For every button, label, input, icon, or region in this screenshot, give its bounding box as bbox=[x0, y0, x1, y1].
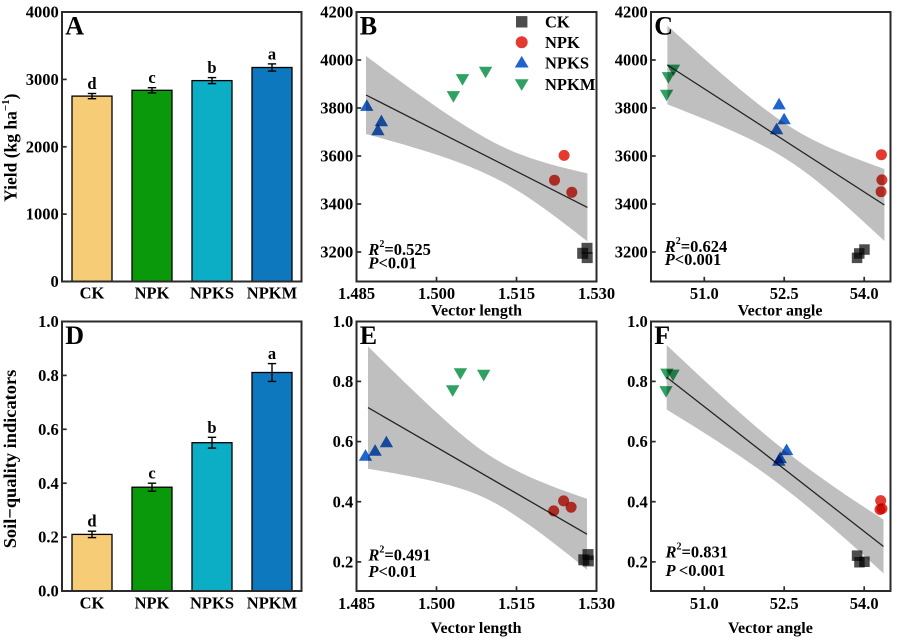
svg-text:1.0: 1.0 bbox=[627, 312, 648, 331]
svg-text:b: b bbox=[207, 58, 216, 77]
svg-text:P<0.001: P<0.001 bbox=[664, 250, 722, 269]
svg-text:P <0.001: P <0.001 bbox=[665, 561, 726, 580]
svg-text:CK: CK bbox=[545, 13, 570, 32]
svg-text:C: C bbox=[654, 11, 673, 40]
svg-text:NPKM: NPKM bbox=[545, 75, 596, 94]
svg-text:P<0.01: P<0.01 bbox=[367, 253, 416, 272]
svg-text:R2=0.624: R2=0.624 bbox=[664, 236, 728, 256]
svg-text:0.4: 0.4 bbox=[333, 492, 354, 511]
svg-text:1.515: 1.515 bbox=[498, 284, 535, 303]
svg-text:52.5: 52.5 bbox=[770, 594, 799, 613]
svg-text:c: c bbox=[148, 464, 155, 483]
svg-text:1.0: 1.0 bbox=[38, 312, 59, 331]
svg-text:3400: 3400 bbox=[320, 195, 353, 214]
svg-text:Vector angle: Vector angle bbox=[728, 620, 813, 637]
svg-text:1000: 1000 bbox=[26, 205, 59, 224]
svg-text:0.6: 0.6 bbox=[38, 420, 59, 439]
svg-text:1.530: 1.530 bbox=[578, 594, 615, 613]
svg-text:D: D bbox=[65, 321, 84, 350]
svg-text:CK: CK bbox=[80, 284, 105, 303]
svg-text:NPKM: NPKM bbox=[247, 594, 298, 613]
svg-text:3200: 3200 bbox=[615, 243, 648, 262]
svg-text:4000: 4000 bbox=[26, 3, 59, 22]
svg-text:0.2: 0.2 bbox=[38, 528, 59, 547]
svg-text:51.0: 51.0 bbox=[690, 594, 719, 613]
svg-text:Vector length: Vector length bbox=[430, 620, 521, 637]
svg-text:0.4: 0.4 bbox=[38, 474, 59, 493]
svg-text:4200: 4200 bbox=[320, 3, 353, 22]
svg-text:CK: CK bbox=[80, 594, 105, 613]
svg-text:0: 0 bbox=[51, 272, 59, 291]
svg-text:NPKM: NPKM bbox=[247, 284, 298, 303]
svg-text:3800: 3800 bbox=[615, 99, 648, 118]
svg-text:0.8: 0.8 bbox=[333, 372, 354, 391]
svg-text:54.0: 54.0 bbox=[850, 284, 879, 303]
svg-text:c: c bbox=[148, 68, 155, 87]
svg-text:A: A bbox=[65, 11, 84, 40]
svg-text:0.8: 0.8 bbox=[627, 372, 648, 391]
svg-text:NPK: NPK bbox=[135, 284, 170, 303]
svg-text:R2=0.491: R2=0.491 bbox=[367, 545, 431, 565]
svg-text:Vector length: Vector length bbox=[431, 302, 522, 319]
svg-text:d: d bbox=[87, 512, 96, 531]
svg-text:3400: 3400 bbox=[615, 195, 648, 214]
svg-text:52.5: 52.5 bbox=[770, 284, 799, 303]
svg-text:R2=0.525: R2=0.525 bbox=[367, 239, 431, 259]
svg-text:NPKS: NPKS bbox=[190, 284, 234, 303]
svg-text:NPKS: NPKS bbox=[190, 594, 234, 613]
svg-text:1.515: 1.515 bbox=[498, 594, 535, 613]
svg-text:0.6: 0.6 bbox=[627, 432, 648, 451]
svg-text:Soil−quality indicators: Soil−quality indicators bbox=[0, 370, 20, 549]
svg-text:1.500: 1.500 bbox=[418, 284, 455, 303]
svg-text:54.0: 54.0 bbox=[850, 594, 879, 613]
svg-text:1.0: 1.0 bbox=[333, 312, 354, 331]
svg-text:51.0: 51.0 bbox=[690, 284, 719, 303]
svg-text:3800: 3800 bbox=[320, 99, 353, 118]
svg-text:1.530: 1.530 bbox=[578, 284, 615, 303]
svg-text:4000: 4000 bbox=[320, 51, 353, 70]
svg-text:1.485: 1.485 bbox=[338, 594, 375, 613]
svg-text:3600: 3600 bbox=[615, 147, 648, 166]
svg-text:B: B bbox=[360, 11, 377, 40]
svg-text:0.6: 0.6 bbox=[333, 432, 354, 451]
svg-text:3000: 3000 bbox=[26, 70, 59, 89]
svg-text:b: b bbox=[207, 418, 216, 437]
svg-text:E: E bbox=[360, 321, 377, 350]
svg-text:0.2: 0.2 bbox=[333, 553, 354, 572]
svg-text:2000: 2000 bbox=[26, 137, 59, 156]
svg-text:0.2: 0.2 bbox=[627, 553, 648, 572]
svg-text:4200: 4200 bbox=[615, 3, 648, 22]
svg-text:d: d bbox=[87, 74, 96, 93]
svg-text:NPK: NPK bbox=[135, 594, 170, 613]
svg-text:NPK: NPK bbox=[545, 33, 580, 52]
svg-text:3200: 3200 bbox=[320, 243, 353, 262]
svg-text:1.500: 1.500 bbox=[418, 594, 455, 613]
svg-text:0.0: 0.0 bbox=[38, 582, 59, 601]
svg-text:NPKS: NPKS bbox=[545, 53, 589, 72]
svg-text:4000: 4000 bbox=[615, 51, 648, 70]
svg-text:a: a bbox=[268, 44, 276, 63]
svg-text:F: F bbox=[654, 321, 670, 350]
svg-text:0.4: 0.4 bbox=[627, 492, 648, 511]
svg-text:1.485: 1.485 bbox=[338, 284, 375, 303]
svg-text:a: a bbox=[268, 344, 276, 363]
svg-text:P<0.01: P<0.01 bbox=[367, 562, 416, 581]
svg-text:R2=0.831: R2=0.831 bbox=[665, 542, 729, 562]
svg-text:Yield (kg ha−1): Yield (kg ha−1) bbox=[0, 93, 21, 202]
svg-text:0.8: 0.8 bbox=[38, 366, 59, 385]
svg-text:3600: 3600 bbox=[320, 147, 353, 166]
svg-text:Vector angle: Vector angle bbox=[738, 302, 823, 319]
